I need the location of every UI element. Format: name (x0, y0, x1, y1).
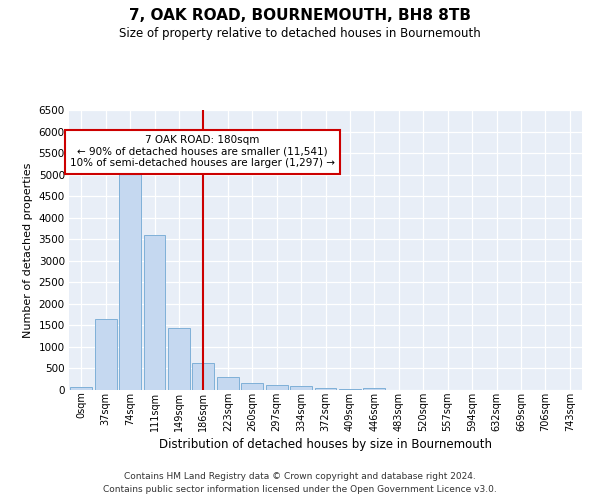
Bar (143, 235, 166, 390)
Text: Contains HM Land Registry data © Crown copyright and database right 2024.: Contains HM Land Registry data © Crown c… (124, 472, 476, 481)
Text: 7, OAK ROAD, BOURNEMOUTH, BH8 8TB: 7, OAK ROAD, BOURNEMOUTH, BH8 8TB (129, 8, 471, 22)
Bar (119, 171, 141, 390)
Bar (217, 378, 239, 390)
Bar (290, 386, 312, 390)
Bar (70, 387, 92, 390)
Bar (339, 388, 361, 390)
Bar (364, 388, 385, 390)
Bar (168, 328, 190, 390)
Y-axis label: Number of detached properties: Number of detached properties (23, 162, 33, 338)
Bar (193, 364, 214, 390)
Bar (314, 388, 337, 390)
X-axis label: Distribution of detached houses by size in Bournemouth: Distribution of detached houses by size … (159, 438, 492, 451)
Bar (266, 384, 287, 390)
Text: Size of property relative to detached houses in Bournemouth: Size of property relative to detached ho… (119, 28, 481, 40)
Text: 7 OAK ROAD: 180sqm
← 90% of detached houses are smaller (11,541)
10% of semi-det: 7 OAK ROAD: 180sqm ← 90% of detached hou… (70, 135, 335, 168)
Bar (95, 319, 116, 390)
Text: Contains public sector information licensed under the Open Government Licence v3: Contains public sector information licen… (103, 485, 497, 494)
Bar (241, 383, 263, 390)
